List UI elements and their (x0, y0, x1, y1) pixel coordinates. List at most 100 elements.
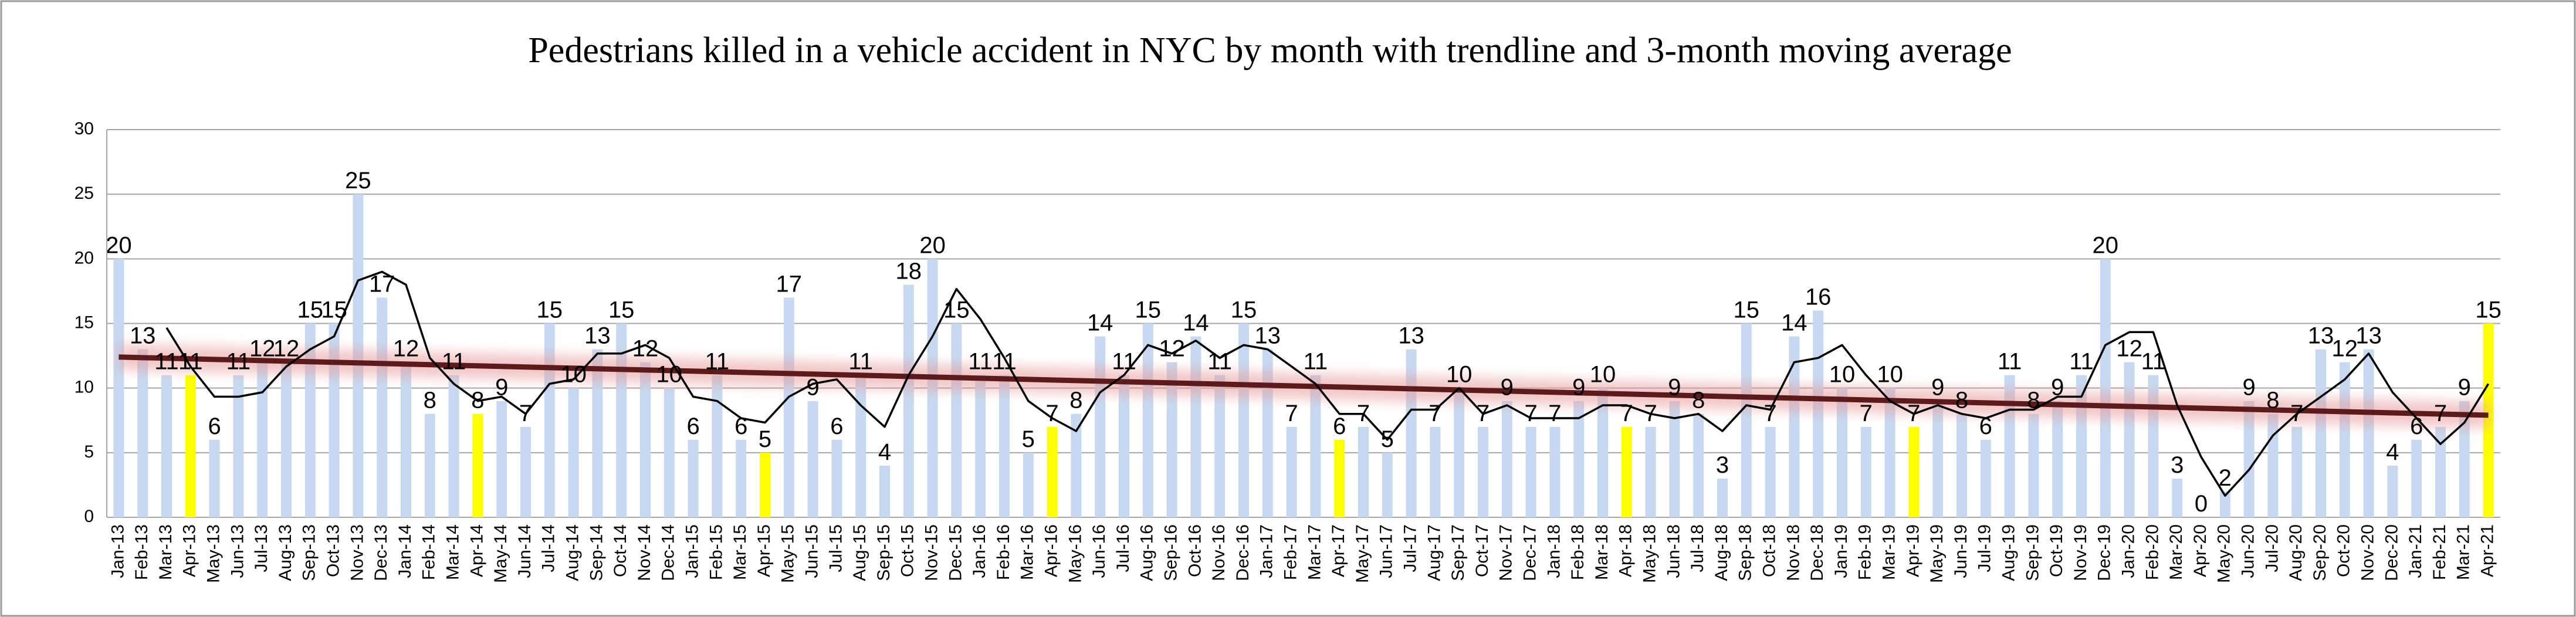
x-tick-label: Nov-13 (347, 524, 367, 581)
bar (736, 439, 747, 517)
bar (999, 375, 1010, 517)
data-label: 10 (1877, 362, 1903, 388)
moving-average-line (165, 270, 2490, 497)
x-tick-label: Dec-20 (2382, 524, 2401, 581)
x-tick-label: Oct-16 (1185, 524, 1204, 577)
y-tick-label: 15 (75, 313, 94, 332)
bar (424, 413, 435, 517)
data-label: 10 (560, 362, 587, 388)
data-label: 13 (130, 323, 156, 349)
x-tick-label: Aug-16 (1138, 524, 1157, 581)
x-tick-label: Jul-18 (1688, 524, 1707, 572)
bar (2028, 413, 2039, 517)
x-tick-label: Sep-18 (1736, 524, 1755, 581)
bar (1597, 388, 1608, 517)
bar (807, 401, 818, 517)
bar (1358, 426, 1369, 517)
data-label: 7 (1429, 401, 1441, 426)
bar (113, 259, 124, 517)
data-label: 7 (1548, 401, 1561, 426)
x-tick-label: May-14 (491, 524, 510, 583)
bar (472, 413, 483, 517)
bar (257, 362, 268, 517)
x-tick-label: Aug-17 (1424, 524, 1444, 581)
x-tick-label: Jul-19 (1975, 524, 1995, 572)
x-tick-label: Mar-14 (444, 524, 463, 580)
data-label: 6 (2410, 413, 2423, 439)
bar (209, 439, 220, 517)
y-tick-label: 0 (84, 507, 94, 526)
data-label: 6 (208, 413, 221, 439)
x-tick-label: Apr-19 (1903, 524, 1922, 577)
data-label: 14 (1087, 310, 1113, 336)
x-tick-label: Mar-13 (156, 524, 175, 580)
data-label: 9 (495, 375, 508, 401)
data-label: 8 (1692, 388, 1705, 413)
x-tick-label: Jan-15 (683, 524, 702, 578)
data-label: 7 (1477, 401, 1490, 426)
bar (1501, 401, 1512, 517)
bar (1334, 439, 1345, 517)
bar (1406, 349, 1417, 517)
data-label: 8 (2027, 388, 2040, 413)
x-tick-label: Aug-14 (563, 524, 583, 581)
x-tick-label: Dec-15 (946, 524, 965, 581)
data-label: 17 (776, 271, 803, 297)
x-tick-label: Jan-17 (1257, 524, 1277, 578)
bar (1119, 375, 1129, 517)
x-tick-label: Dec-13 (371, 524, 391, 581)
x-tick-label: May-15 (778, 524, 798, 583)
y-tick-label: 25 (75, 184, 94, 203)
bar (1860, 426, 1871, 517)
x-tick-label: Mar-16 (1018, 524, 1037, 580)
x-tick-label: Nov-15 (922, 524, 942, 581)
bar (2267, 413, 2279, 517)
data-label: 10 (1590, 362, 1616, 388)
trendline (119, 354, 2489, 418)
x-tick-label: Jun-17 (1377, 524, 1396, 578)
data-label: 9 (1668, 375, 1681, 401)
bar (1478, 426, 1488, 517)
bar (448, 375, 459, 517)
data-label: 4 (2386, 439, 2399, 465)
data-label: 6 (1333, 413, 1346, 439)
x-tick-label: Dec-19 (2095, 524, 2114, 581)
x-tick-label: Mar-21 (2454, 524, 2473, 580)
data-label: 7 (1860, 401, 1873, 426)
bar (1190, 336, 1201, 517)
x-tick-label: May-17 (1353, 524, 1372, 583)
bar (1765, 426, 1776, 517)
x-tick-label: Oct-19 (2047, 524, 2066, 577)
x-tick-label: Nov-19 (2071, 524, 2090, 581)
data-label: 11 (848, 349, 873, 375)
x-tick-label: Sep-13 (300, 524, 319, 581)
data-label: 5 (1022, 426, 1035, 452)
data-label: 11 (442, 349, 466, 375)
bar (951, 323, 962, 517)
bar (2052, 401, 2063, 517)
data-label: 12 (632, 336, 659, 362)
bar (2435, 426, 2446, 517)
bar (1310, 375, 1321, 517)
data-label: 20 (919, 232, 946, 258)
lines (118, 270, 2490, 497)
data-label: 12 (273, 336, 300, 362)
x-tick-label: Jun-19 (1951, 524, 1971, 578)
data-label: 8 (424, 388, 436, 413)
data-label: 11 (1112, 349, 1136, 375)
x-tick-label: Aug-15 (850, 524, 869, 581)
data-label: 7 (1045, 401, 1058, 426)
data-label: 15 (943, 297, 970, 323)
chart-title: Pedestrians killed in a vehicle accident… (528, 30, 2012, 70)
data-label: 3 (1716, 452, 1729, 478)
x-tick-label: Apr-16 (1042, 524, 1061, 577)
x-tick-label: Jan-14 (395, 524, 415, 578)
bar (688, 439, 699, 517)
data-label: 13 (1255, 323, 1281, 349)
x-tick-label: Apr-18 (1616, 524, 1636, 577)
data-label: 12 (393, 336, 419, 362)
x-tick-label: Dec-17 (1521, 524, 1540, 581)
